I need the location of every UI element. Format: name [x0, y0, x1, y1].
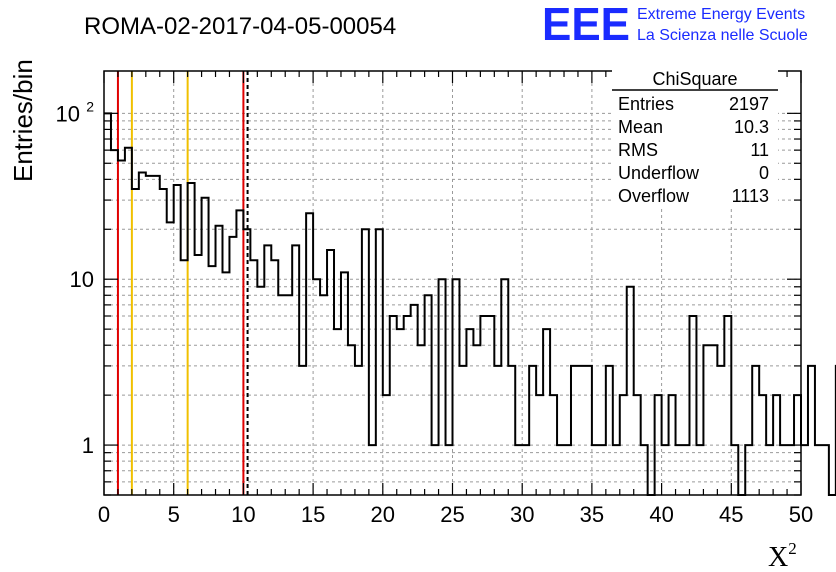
x-tick-label: 40 — [649, 502, 673, 527]
stats-box-frame — [612, 70, 778, 209]
y-tick-label-sup: 2 — [86, 98, 94, 114]
chart-title: ROMA-02-2017-04-05-00054 — [84, 13, 396, 40]
x-tick-label: 35 — [580, 502, 604, 527]
stats-box-title: ChiSquare — [652, 69, 737, 89]
y-tick-labels: 1 10 10 2 — [56, 98, 95, 458]
x-tick-label: 20 — [371, 502, 395, 527]
eee-logo-line2: La Scienza nelle Scuole — [637, 27, 808, 44]
y-tick-label: 10 — [70, 267, 94, 292]
eee-logo-line1: Extreme Energy Events — [637, 6, 805, 23]
y-axis-label: Entries/bin — [8, 59, 38, 182]
stats-row-label: Underflow — [618, 163, 700, 183]
eee-logo: EEE Extreme Energy Events La Scienza nel… — [542, 0, 808, 50]
stats-box: ChiSquare Entries 2197 Mean 10.3 RMS 11 Underf… — [612, 69, 778, 209]
x-axis-label-sup: 2 — [788, 539, 797, 558]
stats-row-value: 1113 — [732, 186, 769, 206]
x-tick-label: 30 — [510, 502, 534, 527]
stats-row-value: 0 — [759, 163, 769, 183]
x-tick-label: 15 — [301, 502, 325, 527]
eee-logo-mark: EEE — [542, 0, 630, 50]
y-tick-label: 10 — [56, 101, 80, 126]
x-tick-label: 25 — [440, 502, 464, 527]
stats-row-label: Entries — [618, 94, 674, 114]
stats-row-value: 10.3 — [734, 117, 769, 137]
x-tick-label: 50 — [789, 502, 813, 527]
y-tick-label: 1 — [82, 433, 94, 458]
x-tick-labels: 0 5 10 15 20 25 30 35 40 45 50 — [98, 502, 813, 527]
x-tick-label: 5 — [168, 502, 180, 527]
stats-row-label: Overflow — [618, 186, 690, 206]
stats-row-value: 11 — [750, 140, 769, 160]
stats-row-label: Mean — [618, 117, 663, 137]
x-axis-label: X2 — [768, 539, 797, 572]
stats-row-value: 2197 — [729, 94, 769, 114]
stats-row-label: RMS — [618, 140, 658, 160]
x-tick-label: 0 — [98, 502, 110, 527]
x-tick-label: 10 — [231, 502, 255, 527]
threshold-lines — [116, 71, 249, 495]
x-axis-label-base: X — [768, 542, 788, 572]
x-tick-label: 45 — [719, 502, 743, 527]
